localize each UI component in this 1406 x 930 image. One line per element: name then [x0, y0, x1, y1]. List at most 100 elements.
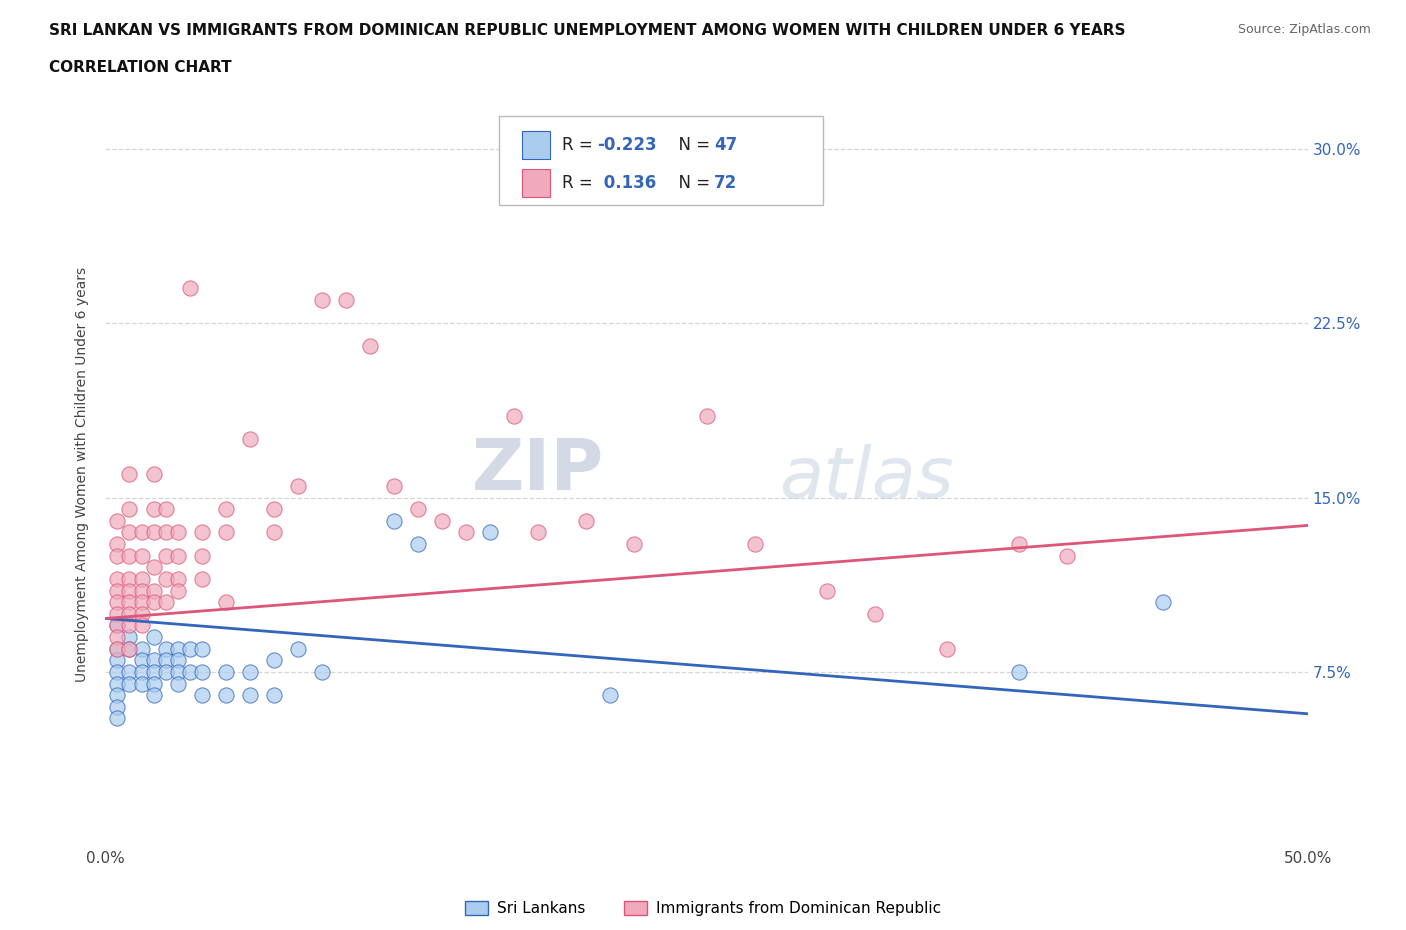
Point: [107, 688, 129, 703]
Point: [190, 642, 212, 657]
Point: [131, 642, 153, 657]
Point: [744, 537, 766, 551]
Point: [155, 502, 177, 517]
Point: [479, 525, 502, 540]
Point: [131, 653, 153, 668]
Point: [190, 549, 212, 564]
Point: [142, 583, 165, 598]
Point: [107, 642, 129, 657]
Point: [623, 537, 645, 551]
Point: [107, 537, 129, 551]
Point: [142, 665, 165, 680]
Point: [107, 630, 129, 644]
Point: [107, 618, 129, 633]
Point: [311, 293, 333, 308]
Point: [131, 525, 153, 540]
Point: [190, 688, 212, 703]
Point: [263, 502, 285, 517]
Point: [142, 630, 165, 644]
Point: [936, 642, 959, 657]
Point: [107, 653, 129, 668]
Point: [131, 583, 153, 598]
Point: [118, 467, 141, 482]
Point: [142, 595, 165, 610]
Point: [118, 630, 141, 644]
Point: [107, 549, 129, 564]
Point: [131, 676, 153, 691]
Point: [166, 665, 188, 680]
Point: [179, 665, 201, 680]
Point: [118, 571, 141, 587]
Point: [311, 665, 333, 680]
Point: [166, 525, 188, 540]
Point: [179, 642, 201, 657]
Point: [214, 525, 236, 540]
Point: [155, 595, 177, 610]
Point: [287, 642, 309, 657]
Text: 0.136: 0.136: [598, 174, 655, 192]
Point: [179, 281, 201, 296]
Point: [155, 549, 177, 564]
Point: [107, 513, 129, 528]
Point: [118, 665, 141, 680]
Point: [166, 583, 188, 598]
Text: 72: 72: [714, 174, 738, 192]
Text: N =: N =: [668, 136, 716, 153]
Point: [131, 549, 153, 564]
Point: [190, 525, 212, 540]
Point: [107, 676, 129, 691]
Point: [166, 549, 188, 564]
Point: [166, 653, 188, 668]
Point: [503, 409, 526, 424]
Text: R =: R =: [562, 174, 599, 192]
Point: [1008, 665, 1031, 680]
Point: [359, 339, 381, 354]
Point: [118, 642, 141, 657]
Point: [214, 502, 236, 517]
Point: [406, 502, 429, 517]
Text: CORRELATION CHART: CORRELATION CHART: [49, 60, 232, 75]
Point: [155, 571, 177, 587]
Point: [107, 618, 129, 633]
Point: [118, 525, 141, 540]
Text: Source: ZipAtlas.com: Source: ZipAtlas.com: [1237, 23, 1371, 36]
Point: [142, 502, 165, 517]
Point: [155, 665, 177, 680]
Point: [190, 571, 212, 587]
Point: [107, 642, 129, 657]
Point: [142, 676, 165, 691]
Point: [142, 653, 165, 668]
Point: [131, 606, 153, 621]
Legend: Sri Lankans, Immigrants from Dominican Republic: Sri Lankans, Immigrants from Dominican R…: [458, 895, 948, 923]
Point: [118, 595, 141, 610]
Point: [382, 513, 405, 528]
Point: [107, 606, 129, 621]
Point: [239, 688, 262, 703]
Point: [430, 513, 453, 528]
Point: [118, 618, 141, 633]
Text: N =: N =: [668, 174, 716, 192]
Point: [155, 653, 177, 668]
Point: [1008, 537, 1031, 551]
Point: [131, 665, 153, 680]
Point: [107, 583, 129, 598]
Point: [575, 513, 598, 528]
Text: SRI LANKAN VS IMMIGRANTS FROM DOMINICAN REPUBLIC UNEMPLOYMENT AMONG WOMEN WITH C: SRI LANKAN VS IMMIGRANTS FROM DOMINICAN …: [49, 23, 1126, 38]
Point: [214, 665, 236, 680]
Point: [118, 642, 141, 657]
Point: [107, 571, 129, 587]
Point: [527, 525, 550, 540]
Point: [599, 688, 621, 703]
Y-axis label: Unemployment Among Women with Children Under 6 years: Unemployment Among Women with Children U…: [76, 267, 90, 682]
Point: [239, 432, 262, 447]
Point: [190, 665, 212, 680]
Text: 47: 47: [714, 136, 738, 153]
Point: [1056, 549, 1078, 564]
Point: [107, 699, 129, 714]
Point: [382, 479, 405, 494]
Point: [1152, 595, 1174, 610]
Point: [131, 595, 153, 610]
Point: [239, 665, 262, 680]
Point: [155, 525, 177, 540]
Point: [107, 711, 129, 726]
